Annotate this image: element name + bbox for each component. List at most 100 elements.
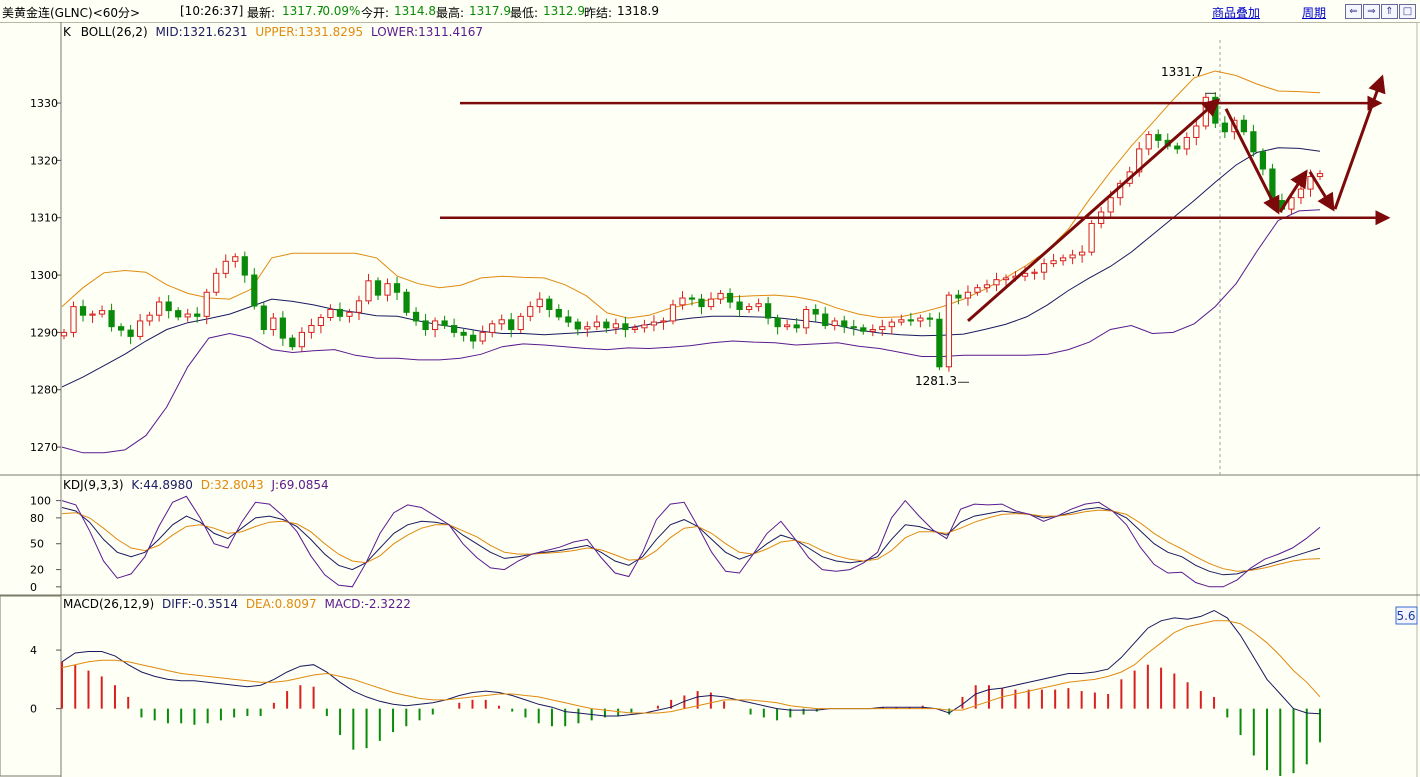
window-button[interactable]: □: [1399, 4, 1416, 19]
kdj-axis-tick-label: 80: [30, 512, 44, 525]
candle-body: [574, 321, 581, 330]
candle-body: [298, 331, 305, 348]
drop-arrow: [1224, 108, 1280, 215]
candle-body: [784, 324, 791, 328]
candle-body: [1193, 125, 1200, 138]
candle-body: [650, 321, 658, 326]
candle-body: [346, 311, 353, 317]
candle-body: [555, 308, 562, 318]
candle-body: [1259, 151, 1267, 170]
rally-arrow: [967, 98, 1221, 323]
candle-body: [117, 326, 125, 331]
macd-axis-box: [0, 595, 62, 777]
candle-body: [384, 283, 391, 296]
candle-body: [688, 297, 696, 300]
candle-body: [460, 331, 467, 336]
candle-body: [765, 303, 772, 319]
kdj-axis-tick-label: 50: [30, 538, 44, 551]
candle-body: [1221, 122, 1228, 133]
candle-body: [717, 292, 724, 300]
prev-settle-value: 1318.9: [617, 4, 659, 18]
low-value: 1312.9: [543, 4, 585, 18]
kdj-d-legend: D:32.8043: [201, 478, 264, 492]
boll-lower-line: [61, 209, 1321, 454]
candle-body: [993, 279, 1000, 286]
kdj-j-line: [61, 495, 1321, 588]
kdj-axis-tick-label: 0: [30, 581, 37, 594]
k-axis-tick-label: 1330: [30, 97, 58, 110]
candle-body: [1250, 131, 1257, 153]
candle-body: [1031, 271, 1038, 274]
k-axis-tick-label: 1310: [30, 212, 58, 225]
scroll-left-button[interactable]: ⇐: [1345, 4, 1362, 19]
overlay-link[interactable]: 商品叠加: [1212, 6, 1261, 20]
k-legend: K BOLL(26,2) MID:1321.6231 UPPER:1331.82…: [63, 25, 483, 39]
boll-legend: BOLL(26,2): [81, 25, 148, 39]
candle-body: [841, 320, 848, 328]
candle-body: [745, 306, 753, 310]
kdj-j-legend: J:69.0854: [270, 478, 328, 492]
pullback-arrow: [1308, 171, 1335, 212]
candle-body: [232, 256, 239, 262]
candle-body: [1107, 197, 1114, 213]
candle-body: [936, 318, 943, 368]
candle-body: [669, 304, 677, 322]
candle-body: [1136, 148, 1143, 173]
candle-body: [1316, 173, 1324, 177]
instrument-title: 美黄金连(GLNC)<60分>: [2, 6, 141, 20]
candle-body: [917, 317, 924, 322]
candle-body: [793, 324, 800, 329]
change-value: -0.09%: [318, 4, 361, 18]
candle-body: [308, 325, 315, 333]
candle-body: [270, 317, 277, 331]
high-annotation: 1331.7: [1161, 65, 1203, 79]
candle-body: [1297, 188, 1305, 199]
zoom-button[interactable]: ⇑: [1381, 4, 1398, 19]
candle-body: [175, 310, 182, 318]
candle-body: [184, 313, 191, 318]
macd-legend: MACD(26,12,9) DIFF:-0.3514 DEA:0.8097 MA…: [63, 597, 411, 611]
candle-body: [441, 320, 448, 327]
candle-body: [1088, 222, 1095, 253]
candle-body: [393, 283, 401, 293]
macd-diff-legend: DIFF:-0.3514: [162, 597, 238, 611]
candle-body: [431, 320, 439, 331]
candle-body: [508, 319, 515, 331]
rebound-arrow: [1278, 169, 1308, 213]
candle-body: [907, 319, 914, 322]
quote-header: 美黄金连(GLNC)<60分> [10:26:37] 最新: 1317.7 -0…: [0, 0, 1420, 23]
candle-body: [1050, 260, 1057, 265]
candle-body: [774, 317, 781, 328]
low-label: 最低:: [510, 6, 539, 20]
nav-buttons: ⇐ ⇒ ⇑ □: [1344, 3, 1416, 19]
open-value: 1314.8: [394, 4, 436, 18]
candle-body: [498, 319, 505, 325]
candle-body: [336, 308, 344, 317]
candle-body: [726, 292, 734, 303]
macd-axis-tick-label: 0: [30, 703, 37, 716]
candle-body: [812, 308, 819, 315]
candle-body: [879, 326, 886, 331]
candle-body: [98, 310, 106, 315]
candle-body: [707, 298, 715, 308]
candle-body: [860, 327, 867, 332]
boll-lower-legend: LOWER:1311.4167: [371, 25, 483, 39]
candle-body: [612, 323, 619, 329]
kdj-d-line: [61, 509, 1321, 572]
candle-body: [964, 291, 972, 299]
candle-body: [165, 301, 172, 312]
period-link[interactable]: 周期: [1302, 6, 1327, 20]
candle-body: [1079, 251, 1086, 256]
k-axis-tick-label: 1270: [30, 441, 58, 454]
candle-body: [260, 305, 267, 331]
candle-body: [1155, 134, 1162, 141]
candle-body: [479, 331, 486, 342]
boll-mid-legend: MID:1321.6231: [155, 25, 247, 39]
high-label: 最高:: [436, 6, 465, 20]
scroll-right-button[interactable]: ⇒: [1363, 4, 1380, 19]
candle-body: [79, 306, 87, 316]
candle-body: [194, 313, 201, 317]
candle-body: [593, 321, 600, 328]
candle-body: [327, 308, 334, 318]
kdj-legend-name: KDJ(9,3,3): [63, 478, 124, 492]
